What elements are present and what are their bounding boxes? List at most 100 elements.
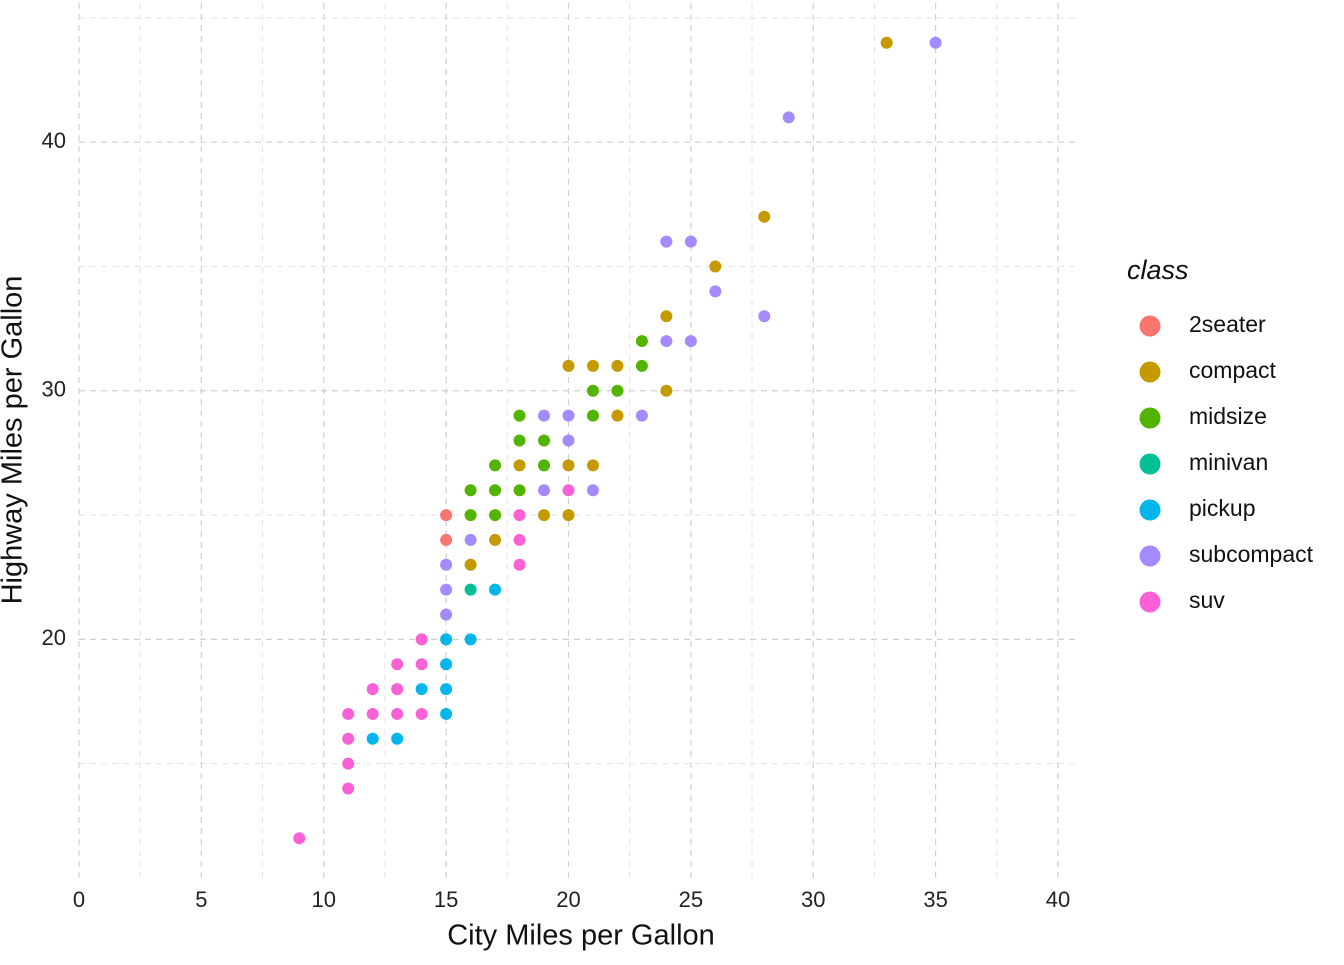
point — [562, 509, 575, 522]
point — [562, 359, 575, 372]
point — [342, 757, 355, 770]
point — [538, 409, 551, 422]
point — [415, 707, 428, 720]
point — [415, 683, 428, 696]
point — [538, 459, 551, 472]
point — [440, 707, 453, 720]
point — [635, 359, 648, 372]
legend-swatch — [1139, 407, 1161, 429]
point — [513, 558, 526, 571]
point — [489, 509, 502, 522]
point — [562, 459, 575, 472]
point — [366, 683, 379, 696]
point — [709, 285, 722, 298]
y-axis-label: Highway Miles per Gallon — [0, 276, 29, 605]
point — [464, 583, 477, 596]
point — [880, 36, 893, 49]
legend-swatch — [1139, 499, 1161, 521]
legend-swatch — [1139, 315, 1161, 337]
legend-swatch — [1139, 545, 1161, 567]
point — [586, 359, 599, 372]
point — [538, 484, 551, 497]
x-tick-label: 5 — [195, 887, 207, 912]
point — [562, 409, 575, 422]
legend-label: midsize — [1189, 403, 1267, 429]
legend-swatch — [1139, 591, 1161, 613]
legend-title: class — [1127, 255, 1189, 285]
point — [660, 335, 673, 348]
point — [586, 459, 599, 472]
point — [684, 335, 697, 348]
y-tick-label: 30 — [42, 377, 66, 402]
point — [758, 310, 771, 323]
point — [782, 111, 795, 124]
x-tick-label: 10 — [312, 887, 336, 912]
point — [440, 683, 453, 696]
point — [489, 533, 502, 546]
point — [464, 558, 477, 571]
point — [513, 533, 526, 546]
point — [586, 384, 599, 397]
point — [538, 434, 551, 447]
point — [342, 732, 355, 745]
x-tick-label: 25 — [679, 887, 703, 912]
legend-label: pickup — [1189, 495, 1255, 521]
x-tick-label: 15 — [434, 887, 458, 912]
point — [440, 583, 453, 596]
legend-label: subcompact — [1189, 541, 1314, 567]
point — [415, 633, 428, 646]
point — [440, 658, 453, 671]
point — [464, 533, 477, 546]
point — [635, 409, 648, 422]
point — [513, 409, 526, 422]
legend-label: minivan — [1189, 449, 1268, 475]
point — [464, 633, 477, 646]
point — [513, 484, 526, 497]
point — [586, 484, 599, 497]
point — [440, 633, 453, 646]
point — [758, 210, 771, 223]
point — [366, 707, 379, 720]
point — [391, 683, 404, 696]
x-tick-label: 30 — [801, 887, 825, 912]
legend-label: suv — [1189, 587, 1225, 613]
point — [440, 509, 453, 522]
point — [611, 359, 624, 372]
legend-label: 2seater — [1189, 311, 1266, 337]
point — [342, 707, 355, 720]
point — [709, 260, 722, 273]
point — [489, 583, 502, 596]
point — [586, 409, 599, 422]
point — [464, 484, 477, 497]
point — [415, 658, 428, 671]
x-axis-label: City Miles per Gallon — [447, 920, 715, 952]
point — [440, 608, 453, 621]
point — [293, 832, 306, 845]
point — [684, 235, 697, 248]
point — [440, 558, 453, 571]
point — [513, 459, 526, 472]
point — [929, 36, 942, 49]
x-tick-label: 0 — [73, 887, 85, 912]
point — [489, 484, 502, 497]
y-tick-label: 20 — [42, 625, 66, 650]
point — [513, 434, 526, 447]
point — [562, 484, 575, 497]
point — [611, 384, 624, 397]
legend-swatch — [1139, 361, 1161, 383]
point — [635, 335, 648, 348]
legend-label: compact — [1189, 357, 1277, 383]
point — [342, 782, 355, 795]
point — [391, 707, 404, 720]
point — [660, 384, 673, 397]
point — [513, 509, 526, 522]
point — [464, 509, 477, 522]
y-tick-label: 40 — [42, 128, 66, 153]
x-tick-label: 20 — [556, 887, 580, 912]
x-tick-label: 35 — [923, 887, 947, 912]
point — [660, 310, 673, 323]
x-tick-label: 40 — [1046, 887, 1070, 912]
legend-swatch — [1139, 453, 1161, 475]
